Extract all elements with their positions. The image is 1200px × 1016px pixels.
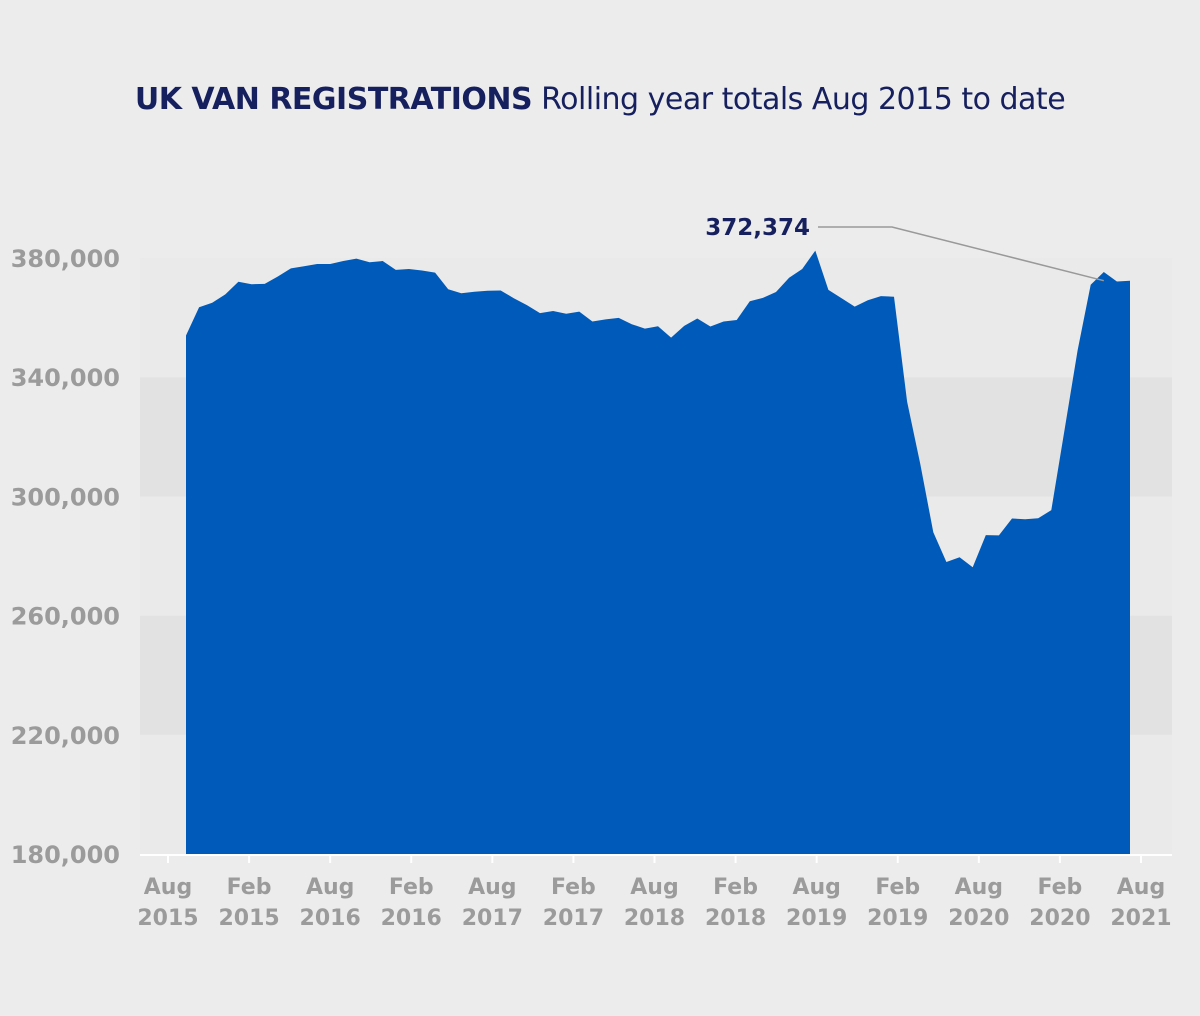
chart-title: UK VAN REGISTRATIONS Rolling year totals… (0, 82, 1200, 117)
x-tick-label-year: 2015 (218, 906, 279, 931)
x-tick-label-year: 2016 (381, 906, 442, 931)
x-tick-label-year: 2017 (462, 906, 523, 931)
x-tick-label-month: Feb (551, 875, 596, 900)
x-tick-label-month: Feb (227, 875, 272, 900)
x-tick-label-month: Aug (306, 875, 354, 900)
x-tick-label-month: Aug (792, 875, 840, 900)
x-tick-label-month: Feb (713, 875, 758, 900)
x-tick-label-month: Aug (144, 875, 192, 900)
x-tick-label-month: Aug (955, 875, 1003, 900)
y-tick-label: 180,000 (11, 841, 120, 869)
annotation-label: 372,374 (705, 215, 810, 241)
annotation-leader-line (818, 226, 1104, 282)
x-tick-label-month: Aug (1117, 875, 1165, 900)
x-tick-label-year: 2018 (705, 906, 766, 931)
x-tick-label-year: 2018 (624, 906, 685, 931)
x-tick-label-year: 2020 (1029, 906, 1090, 931)
x-tick-label-year: 2016 (300, 906, 361, 931)
x-tick-label-year: 2017 (543, 906, 604, 931)
x-tick-label-year: 2021 (1110, 906, 1171, 931)
x-tick-label-month: Feb (1038, 875, 1083, 900)
chart-title-main: UK VAN REGISTRATIONS (134, 82, 533, 117)
x-tick-label-month: Feb (875, 875, 920, 900)
y-tick-label: 380,000 (11, 245, 120, 273)
x-tick-label-year: 2020 (948, 906, 1009, 931)
x-tick-label-year: 2019 (867, 906, 928, 931)
x-tick-label-year: 2015 (137, 906, 198, 931)
x-tick-label-year: 2019 (786, 906, 847, 931)
y-tick-label: 300,000 (11, 483, 120, 511)
y-tick-label: 260,000 (11, 603, 120, 631)
y-tick-label: 340,000 (11, 364, 120, 392)
y-tick-label: 220,000 (11, 722, 120, 750)
series-area (186, 250, 1130, 855)
x-tick-label-month: Aug (468, 875, 516, 900)
x-tick-label-month: Aug (630, 875, 678, 900)
chart-title-sub: Rolling year totals Aug 2015 to date (541, 82, 1066, 117)
x-tick-label-month: Feb (389, 875, 434, 900)
